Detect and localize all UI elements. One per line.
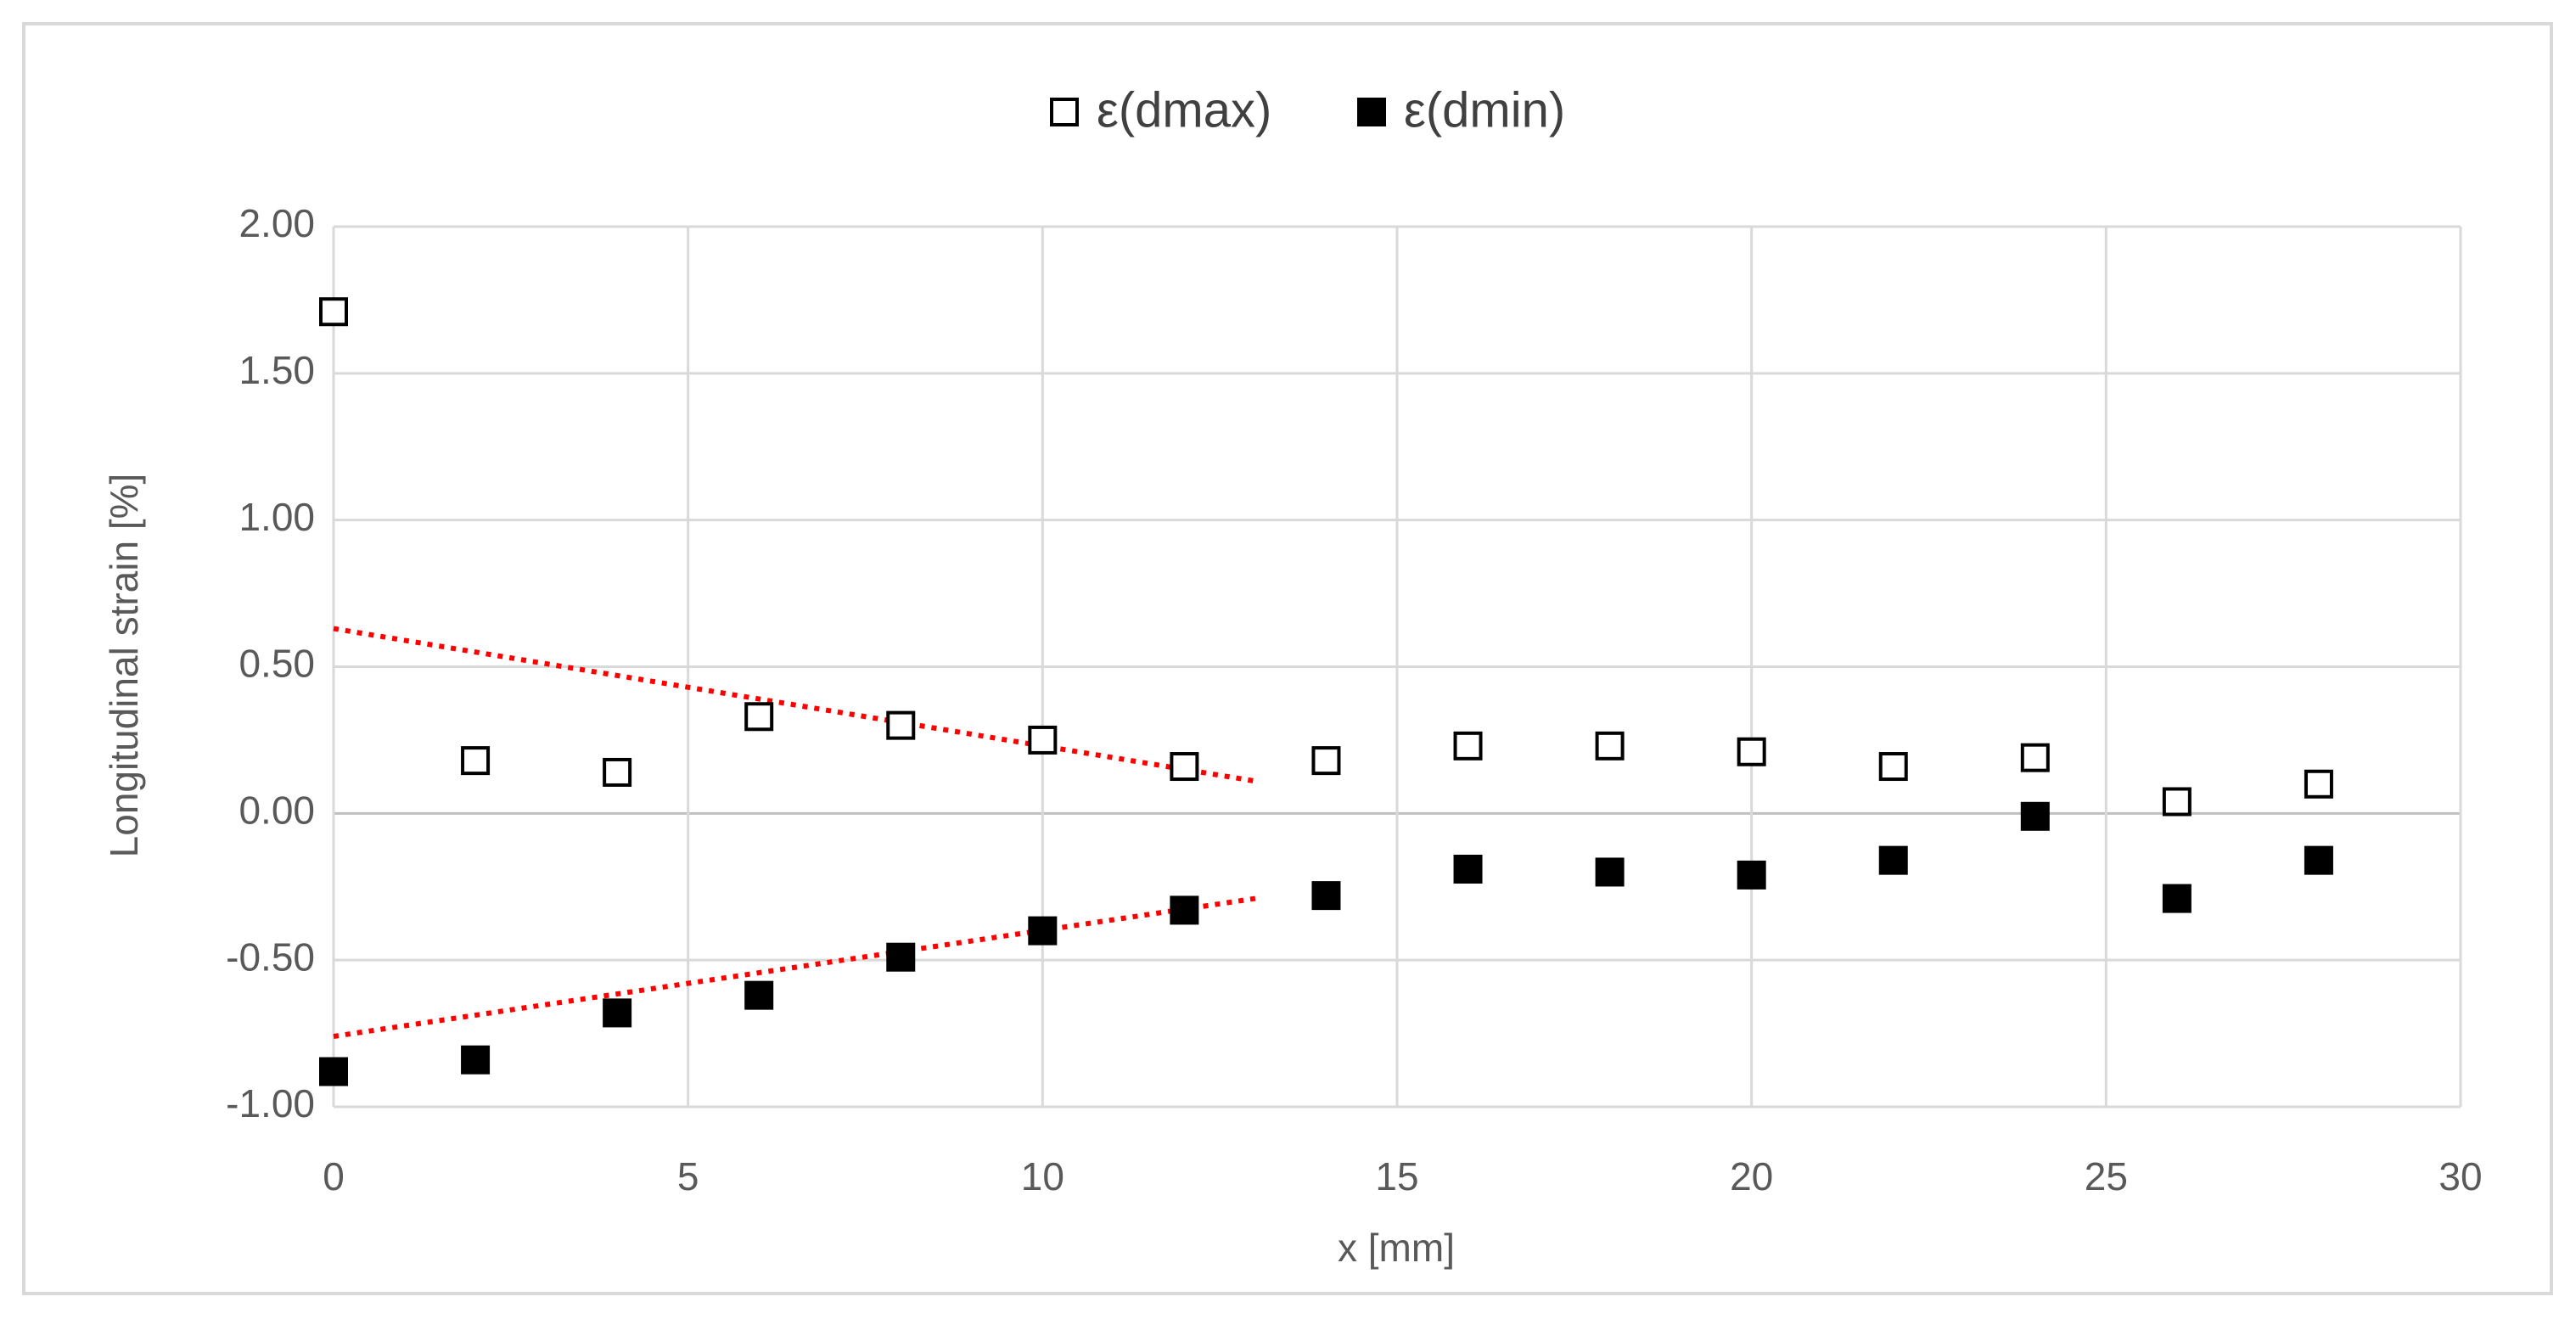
point [1028,916,1058,946]
point [1595,857,1625,887]
point [1170,895,1199,925]
y-tick-label: 2.00 [239,201,315,245]
point [1595,731,1625,761]
x-tick-label: 30 [2439,1154,2482,1198]
trendline [333,895,1256,1040]
point [2304,769,2333,799]
point [2304,845,2333,875]
point [2020,743,2050,772]
point [2162,787,2192,817]
legend-marker [1050,98,1079,126]
y-tick-label: 0.00 [239,788,315,832]
y-tick-label: 0.50 [239,642,315,686]
point [1453,731,1483,761]
y-tick-label: 1.50 [239,348,315,392]
point [319,297,348,327]
point [1311,881,1341,911]
x-tick-label: 15 [1375,1154,1418,1198]
point [603,757,632,787]
point [744,702,774,732]
x-tick-label: 10 [1021,1154,1064,1198]
point [461,1045,491,1075]
y-axis-label: Longitudinal strain [%] [102,474,146,858]
point [886,942,916,972]
x-tick-label: 20 [1730,1154,1773,1198]
y-tick-label: -0.50 [226,935,315,979]
point [1170,752,1199,782]
point [2020,801,2050,831]
y-tick-label: 1.00 [239,495,315,539]
point [1028,725,1058,755]
trendline [333,626,1256,784]
point [461,746,491,776]
x-axis-label: x [mm] [1338,1226,1455,1270]
point [2162,884,2192,913]
point [744,980,774,1010]
legend-marker [1357,98,1386,126]
point [1311,746,1341,776]
point [1878,845,1908,875]
point [1878,752,1908,782]
point [603,998,632,1028]
x-tick-label: 5 [677,1154,699,1198]
x-tick-label: 25 [2085,1154,2128,1198]
point [1453,855,1483,884]
point [319,1057,348,1086]
legend-label: ε(dmax) [1097,82,1271,138]
y-tick-label: -1.00 [226,1081,315,1125]
point [1737,860,1766,890]
point [1737,737,1766,766]
point [886,710,916,740]
legend-label: ε(dmin) [1404,82,1565,138]
x-tick-label: 0 [323,1154,345,1198]
chart-border [22,22,2553,1295]
